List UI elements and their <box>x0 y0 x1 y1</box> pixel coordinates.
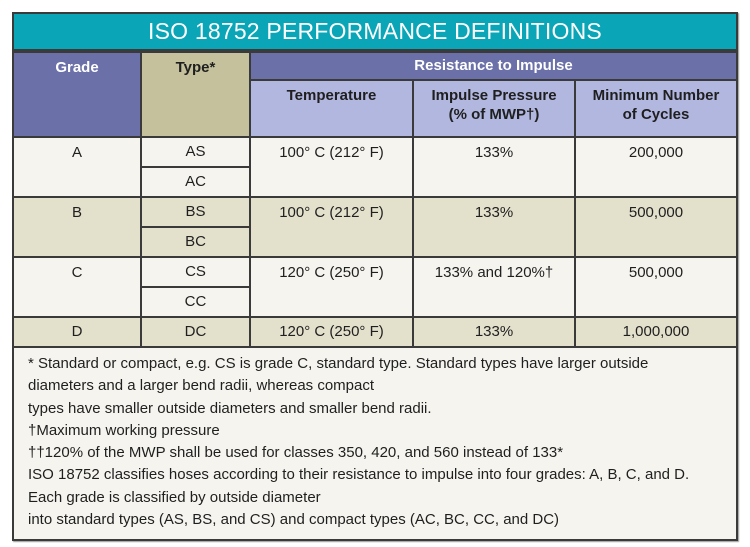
temperature-cell: 100° C (212° F) <box>249 196 414 258</box>
table-title: ISO 18752 PERFORMANCE DEFINITIONS <box>14 14 736 51</box>
header-impulse-pressure-line2: (% of MWP†) <box>448 106 540 123</box>
impulse-pressure-cell: 133% <box>412 196 576 258</box>
table-row: BC <box>14 226 736 258</box>
header-min-cycles-line2: of Cycles <box>622 106 690 123</box>
footnote-line: ††120% of the MWP shall be used for clas… <box>28 444 564 462</box>
performance-table: Grade Type* Resistance to Impulse Temper… <box>14 51 736 348</box>
min-cycles-cell: 1,000,000 <box>574 316 736 348</box>
type-cell: DC <box>140 316 251 348</box>
footnotes: * Standard or compact, e.g. CS is grade … <box>14 348 736 540</box>
min-cycles-cell: 500,000 <box>574 256 736 318</box>
header-temperature: Temperature <box>250 79 414 138</box>
min-cycles-cell: 500,000 <box>574 196 736 258</box>
table-row: CC <box>14 286 736 318</box>
impulse-pressure-cell: 133% <box>412 136 576 198</box>
type-cell: CS <box>140 256 251 288</box>
header-min-cycles: Minimum Number of Cycles <box>574 79 736 138</box>
header-impulse-pressure: Impulse Pressure (% of MWP†) <box>412 79 576 138</box>
type-cell: BC <box>141 226 250 258</box>
footnote-line: types have smaller outside diameters and… <box>28 399 432 417</box>
performance-table-frame: ISO 18752 PERFORMANCE DEFINITIONS Grade … <box>12 12 738 542</box>
table-row: B BS 100° C (212° F) 133% 500,000 <box>14 196 736 258</box>
grade-cell: C <box>14 256 142 318</box>
table-row: D DC 120° C (250° F) 133% 1,000,000 <box>14 316 736 348</box>
footnote-line: * Standard or compact, e.g. CS is grade … <box>28 355 649 372</box>
temperature-cell: 120° C (250° F) <box>249 256 414 318</box>
type-cell: AC <box>141 166 250 198</box>
grade-cell: A <box>14 136 142 198</box>
min-cycles-cell: 200,000 <box>574 136 736 198</box>
footnote-line: ISO 18752 classifies hoses according to … <box>28 466 690 484</box>
header-resistance-to-impulse: Resistance to Impulse <box>249 51 736 81</box>
impulse-pressure-cell: 133% and 120%† <box>412 256 576 318</box>
temperature-cell: 120° C (250° F) <box>249 316 414 348</box>
grade-cell: B <box>14 196 142 258</box>
impulse-pressure-cell: 133% <box>412 316 576 348</box>
header-type: Type* <box>140 51 251 138</box>
footnote-line: †Maximum working pressure <box>28 421 220 439</box>
footnote-line: diameters and a larger bend radii, where… <box>28 377 375 395</box>
header-min-cycles-line1: Minimum Number <box>592 87 720 104</box>
type-cell: CC <box>141 286 250 318</box>
header-impulse-pressure-line1: Impulse Pressure <box>431 87 557 104</box>
temperature-cell: 100° C (212° F) <box>249 136 414 198</box>
type-cell: BS <box>140 196 251 228</box>
table-row: AC <box>14 166 736 198</box>
footnote-line: into standard types (AS, BS, and CS) and… <box>28 511 560 529</box>
table-row: A AS 100° C (212° F) 133% 200,000 <box>14 136 736 198</box>
header-temperature-label: Temperature <box>286 87 377 104</box>
table-row: C CS 120° C (250° F) 133% and 120%† 500,… <box>14 256 736 318</box>
type-cell: AS <box>140 136 251 168</box>
footnote-line: Each grade is classified by outside diam… <box>28 488 321 506</box>
header-grade: Grade <box>14 51 142 138</box>
grade-cell: D <box>14 316 142 348</box>
